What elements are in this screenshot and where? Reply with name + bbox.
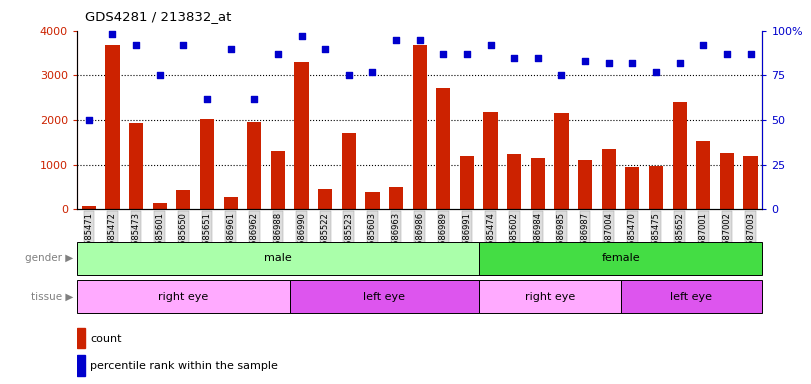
Bar bbox=[436, 88, 450, 209]
Bar bbox=[105, 45, 119, 209]
Bar bbox=[530, 158, 545, 209]
Bar bbox=[413, 45, 427, 209]
Point bbox=[248, 96, 261, 102]
Text: female: female bbox=[601, 253, 640, 263]
Bar bbox=[620, 280, 762, 313]
Bar bbox=[555, 113, 569, 209]
Bar bbox=[77, 242, 478, 275]
Point bbox=[106, 31, 119, 37]
Bar bbox=[271, 151, 285, 209]
Point bbox=[673, 60, 686, 66]
Bar bbox=[77, 280, 290, 313]
Bar bbox=[672, 102, 687, 209]
Text: tissue ▶: tissue ▶ bbox=[31, 291, 73, 302]
Bar bbox=[507, 154, 521, 209]
Point bbox=[295, 33, 308, 39]
Text: left eye: left eye bbox=[671, 291, 712, 302]
Bar bbox=[483, 111, 498, 209]
Point bbox=[744, 51, 757, 57]
Bar bbox=[224, 197, 238, 209]
Text: right eye: right eye bbox=[525, 291, 575, 302]
Point bbox=[177, 42, 190, 48]
Bar bbox=[625, 167, 639, 209]
Bar bbox=[602, 149, 616, 209]
Point bbox=[484, 42, 497, 48]
Text: count: count bbox=[90, 334, 122, 344]
Bar bbox=[247, 122, 261, 209]
Text: gender ▶: gender ▶ bbox=[25, 253, 73, 263]
Bar bbox=[129, 122, 144, 209]
Bar bbox=[365, 192, 380, 209]
Point bbox=[603, 60, 616, 66]
Point bbox=[697, 42, 710, 48]
Point bbox=[720, 51, 733, 57]
Bar bbox=[649, 166, 663, 209]
Bar bbox=[318, 189, 333, 209]
Point bbox=[200, 96, 213, 102]
Point bbox=[130, 42, 143, 48]
Text: right eye: right eye bbox=[158, 291, 208, 302]
Bar bbox=[389, 187, 403, 209]
Bar bbox=[460, 156, 474, 209]
Bar bbox=[82, 206, 96, 209]
Bar bbox=[744, 156, 757, 209]
Text: male: male bbox=[264, 253, 292, 263]
Bar bbox=[578, 160, 592, 209]
Point bbox=[153, 72, 166, 78]
Point bbox=[461, 51, 474, 57]
Bar bbox=[290, 280, 478, 313]
Point bbox=[531, 55, 544, 61]
Bar bbox=[720, 153, 734, 209]
Point bbox=[366, 69, 379, 75]
Bar bbox=[478, 280, 620, 313]
Point bbox=[626, 60, 639, 66]
Point bbox=[389, 36, 402, 43]
Point bbox=[650, 69, 663, 75]
Text: GDS4281 / 213832_at: GDS4281 / 213832_at bbox=[85, 10, 231, 23]
Text: left eye: left eye bbox=[363, 291, 406, 302]
Bar bbox=[696, 141, 710, 209]
Point bbox=[342, 72, 355, 78]
Bar bbox=[294, 62, 309, 209]
Bar bbox=[200, 119, 214, 209]
Point bbox=[413, 36, 427, 43]
Point bbox=[83, 117, 96, 123]
Bar bbox=[152, 204, 167, 209]
Point bbox=[319, 46, 332, 52]
Point bbox=[224, 46, 237, 52]
Bar bbox=[478, 242, 762, 275]
Point bbox=[437, 51, 450, 57]
Text: percentile rank within the sample: percentile rank within the sample bbox=[90, 361, 278, 371]
Point bbox=[272, 51, 285, 57]
Point bbox=[578, 58, 591, 64]
Point bbox=[508, 55, 521, 61]
Point bbox=[555, 72, 568, 78]
Bar bbox=[77, 328, 84, 349]
Bar bbox=[341, 133, 356, 209]
Bar bbox=[176, 190, 191, 209]
Bar bbox=[77, 356, 84, 376]
